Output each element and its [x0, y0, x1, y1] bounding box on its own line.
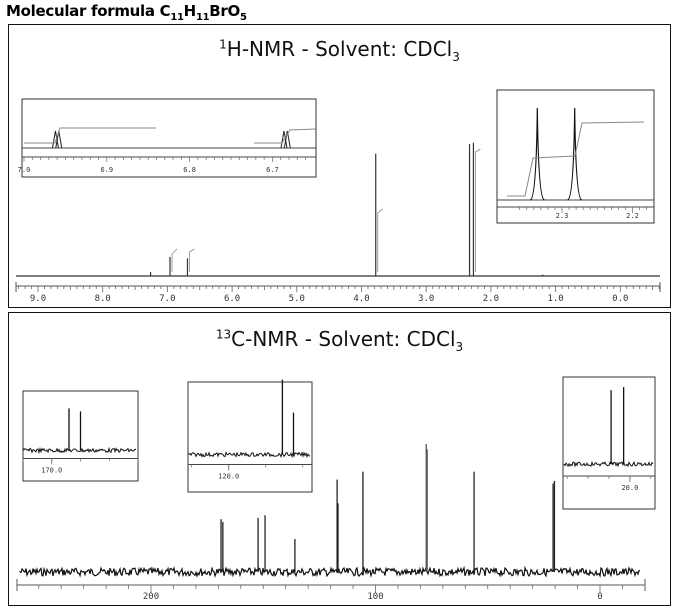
c-nmr-title-text: C-NMR - Solvent: CDCl — [231, 327, 456, 351]
c-nmr-inset-carbonyl: 170.0 — [22, 390, 139, 482]
c-nmr-inset-aromatic: 120.0 — [187, 379, 313, 493]
formula-h: H — [183, 2, 197, 20]
h-nmr-tick-label: 2.0 — [483, 294, 499, 304]
c-nmr-inset-methyl: 20.0 — [562, 376, 656, 510]
h-nmr-tick-label: 5.0 — [289, 294, 305, 304]
inset-integral — [24, 127, 156, 144]
h-nmr-tick-label: 3.0 — [418, 294, 434, 304]
inset-noise — [563, 460, 654, 468]
oxygen-count: 5 — [239, 12, 247, 23]
h-nmr-title-text: H-NMR - Solvent: CDCl — [226, 37, 453, 61]
inset-integral — [507, 121, 645, 197]
c-nmr-tick-label: 200 — [143, 592, 159, 602]
h-nmr-tick-label: 9.0 — [30, 294, 46, 304]
formula-prefix: Molecular formula C — [6, 2, 171, 20]
h-nmr-tick-label: 0.0 — [612, 294, 628, 304]
inset-noise — [188, 451, 311, 459]
h-nmr-tick-label: 7.0 — [159, 294, 175, 304]
inset-tick-label: 7.0 — [18, 166, 31, 174]
h-nmr-inset-methyl: 2.3 2.2 — [496, 89, 655, 224]
inset-peak — [567, 107, 583, 201]
c-nmr-title: 13C-NMR - Solvent: CDCl3 — [9, 327, 670, 354]
h-nmr-tick-label: 4.0 — [353, 294, 369, 304]
inset-tick-label: 6.9 — [100, 166, 113, 174]
inset-tick-label: 120.0 — [218, 473, 239, 481]
inset-tick-label: 6.7 — [266, 166, 279, 174]
inset-tick-label: 20.0 — [621, 484, 638, 492]
inset-integral — [254, 128, 317, 144]
inset-tick-label: 170.0 — [41, 467, 62, 475]
h-nmr-main-spectrum: 9.0 8.0 7.0 6.0 5.0 4.0 3.0 2.0 1.0 0.0 — [15, 142, 661, 304]
h-nmr-tick-label: 6.0 — [224, 294, 240, 304]
h-nmr-integral — [475, 148, 481, 272]
inset-peak — [51, 130, 59, 149]
inset-tick-label: 2.2 — [626, 212, 639, 220]
molecular-formula-title: Molecular formula C11H11BrO5 — [6, 2, 247, 23]
inset-frame — [21, 98, 317, 178]
inset-peak — [529, 107, 545, 201]
hydrogen-count: 11 — [195, 12, 210, 23]
c-nmr-tick-label: 100 — [367, 592, 383, 602]
h-nmr-integral — [377, 208, 383, 272]
h-nmr-title-sub: 3 — [452, 50, 460, 64]
carbon-count: 11 — [170, 12, 184, 23]
h-nmr-integral — [189, 248, 195, 272]
h-nmr-isotope: 1 — [219, 37, 227, 52]
inset-peak — [283, 130, 291, 149]
inset-frame — [187, 381, 313, 493]
c-nmr-tick-label: 0 — [597, 592, 602, 602]
h-nmr-tick-label: 1.0 — [547, 294, 563, 304]
h-nmr-integral — [171, 248, 178, 272]
inset-tick-label: 6.8 — [183, 166, 196, 174]
h-nmr-inset-aromatic: 7.0 6.9 6.8 6.7 — [18, 98, 317, 178]
inset-noise — [23, 446, 137, 455]
c-nmr-noise-baseline — [19, 565, 641, 578]
formula-bro: BrO — [209, 2, 240, 20]
inset-frame — [562, 376, 656, 510]
h-nmr-title: 1H-NMR - Solvent: CDCl3 — [9, 37, 670, 64]
h-nmr-tick-label: 8.0 — [95, 294, 111, 304]
c-nmr-isotope: 13 — [215, 327, 232, 342]
inset-tick-label: 2.3 — [556, 212, 569, 220]
c-nmr-main-spectrum: 200 100 0 — [16, 443, 646, 602]
c-nmr-title-sub: 3 — [455, 340, 464, 354]
